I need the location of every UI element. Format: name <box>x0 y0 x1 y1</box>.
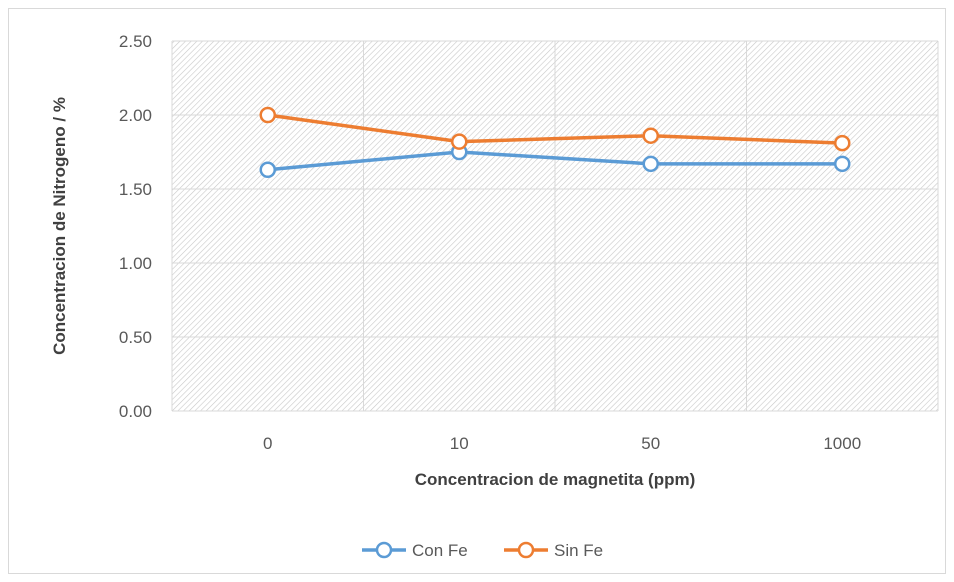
legend-label: Sin Fe <box>554 541 603 560</box>
data-point <box>259 106 276 124</box>
legend-item: Con Fe <box>362 541 468 560</box>
data-point <box>834 155 851 173</box>
legend-swatch-marker <box>517 541 535 559</box>
x-tick-label: 0 <box>263 434 272 453</box>
x-axis-title: Concentracion de magnetita (ppm) <box>415 470 696 489</box>
y-tick-labels: 0.00 0.50 1.00 1.50 2.00 2.50 <box>119 32 152 421</box>
data-point <box>642 155 659 173</box>
legend-swatch-marker <box>375 541 393 559</box>
data-point <box>451 133 468 150</box>
data-point <box>834 134 851 152</box>
y-tick-label: 1.00 <box>119 254 152 273</box>
legend-item: Sin Fe <box>504 541 603 560</box>
legend: Con Fe Sin Fe <box>362 541 603 560</box>
series-line <box>267 113 843 145</box>
x-tick-label: 50 <box>641 434 660 453</box>
series-line <box>267 150 843 172</box>
data-point <box>259 161 276 179</box>
gridlines <box>171 40 939 412</box>
x-tick-label: 10 <box>450 434 469 453</box>
series-lines <box>259 106 851 179</box>
y-tick-label: 1.50 <box>119 180 152 199</box>
y-tick-label: 2.50 <box>119 32 152 51</box>
series-sin-fe <box>259 106 851 152</box>
y-tick-label: 0.50 <box>119 328 152 347</box>
x-tick-labels: 0 10 50 1000 <box>263 434 861 453</box>
x-tick-label: 1000 <box>823 434 861 453</box>
y-tick-label: 0.00 <box>119 402 152 421</box>
y-tick-label: 2.00 <box>119 106 152 125</box>
legend-label: Con Fe <box>412 541 468 560</box>
data-point <box>642 127 659 144</box>
y-axis-title: Concentracion de Nitrogeno / % <box>50 97 69 355</box>
